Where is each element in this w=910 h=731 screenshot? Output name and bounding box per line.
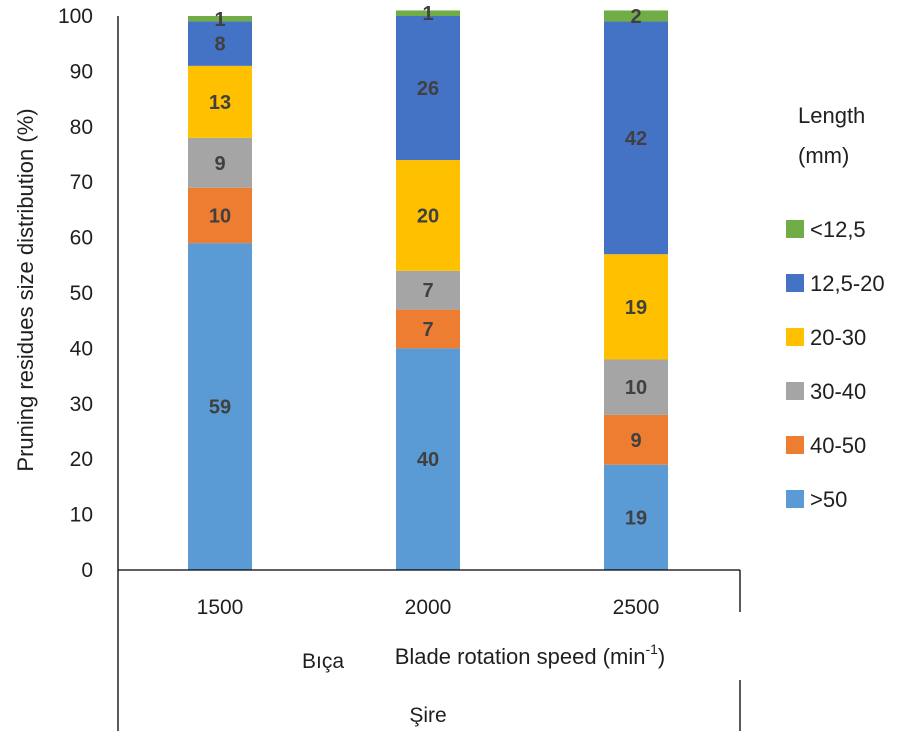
- bar-segment: [604, 21, 668, 255]
- y-tick-label: 40: [70, 337, 93, 360]
- bar-segment: [604, 464, 668, 570]
- legend-swatch: [786, 220, 804, 238]
- y-tick-label: 50: [70, 282, 93, 305]
- data-label: 40: [417, 449, 439, 471]
- data-label: 9: [630, 430, 641, 452]
- y-tick-label: 100: [58, 5, 93, 28]
- data-label: 20: [417, 205, 439, 227]
- y-tick-label: 30: [70, 393, 93, 416]
- legend-label: 20-30: [810, 325, 866, 350]
- legend-title: Length: [798, 103, 865, 128]
- data-label: 10: [209, 205, 231, 227]
- y-tick-label: 10: [70, 504, 93, 527]
- legend-swatch: [786, 274, 804, 292]
- bar-segment: [604, 414, 668, 465]
- legend-swatch: [786, 436, 804, 454]
- bar-segment: [188, 137, 252, 188]
- bar-segment: [604, 254, 668, 360]
- legend-swatch: [786, 328, 804, 346]
- bars-layer: 59 10 9 13 8 1 40 7 7 20 26 1 19 9 10 19 42 2: [188, 3, 668, 570]
- y-axis-title: Pruning residues size distribution (%): [13, 108, 38, 471]
- y-tick-label: 20: [70, 448, 93, 471]
- residual-label: Bıça: [302, 650, 344, 673]
- x-tick-label: 2500: [613, 596, 660, 619]
- axes-layer: 0 10 20 30 40 50 60 70 80 90 100 1500 2000 2500 Bıça Bl…: [13, 5, 741, 731]
- bar-segment: [396, 270, 460, 310]
- x-tick-label: 2000: [405, 596, 452, 619]
- data-label: 9: [214, 153, 225, 175]
- data-label: 26: [417, 78, 439, 100]
- y-tick-label: 80: [70, 116, 93, 139]
- data-label: 10: [625, 377, 647, 399]
- legend-label: <12,5: [810, 217, 866, 242]
- bar-segment: [396, 16, 460, 161]
- x-title-background: [360, 640, 700, 678]
- legend-title: (mm): [798, 143, 849, 168]
- bar-segment: [396, 160, 460, 271]
- y-tick-label: 70: [70, 171, 93, 194]
- residual-label: Şire: [409, 704, 446, 727]
- bar-segment: [188, 65, 252, 138]
- data-label: 19: [625, 297, 647, 319]
- x-axis-title: Blade rotation speed (min-1): [395, 641, 665, 669]
- data-label: 19: [625, 507, 647, 529]
- bar-segment: [396, 10, 460, 16]
- data-label: 7: [422, 319, 433, 341]
- legend-swatch: [786, 490, 804, 508]
- legend-swatch: [786, 382, 804, 400]
- legend: Length (mm) <12,5 12,5-20 20-30 30-40 40-50 >50: [786, 103, 885, 512]
- bar-segment: [188, 243, 252, 570]
- legend-label: 40-50: [810, 433, 866, 458]
- x-tick-label: 1500: [197, 596, 244, 619]
- legend-label: >50: [810, 487, 847, 512]
- y-tick-label: 90: [70, 60, 93, 83]
- bar-segment: [188, 16, 252, 22]
- data-label: 13: [209, 92, 231, 114]
- bar-segment: [188, 187, 252, 244]
- bar-segment: [188, 21, 252, 66]
- bar-segment: [396, 309, 460, 349]
- bar-segment: [396, 348, 460, 570]
- data-label: 1: [422, 3, 433, 25]
- bar-segment: [604, 359, 668, 415]
- bar-segment: [604, 10, 668, 22]
- data-label: 1: [214, 9, 225, 31]
- y-tick-label: 60: [70, 227, 93, 250]
- data-label: 59: [209, 397, 231, 419]
- data-label: 42: [625, 128, 647, 150]
- data-label: 7: [422, 280, 433, 302]
- data-label: 8: [214, 34, 225, 56]
- y-tick-label: 0: [81, 559, 93, 582]
- legend-label: 12,5-20: [810, 271, 885, 296]
- data-label: 2: [630, 6, 641, 28]
- legend-label: 30-40: [810, 379, 866, 404]
